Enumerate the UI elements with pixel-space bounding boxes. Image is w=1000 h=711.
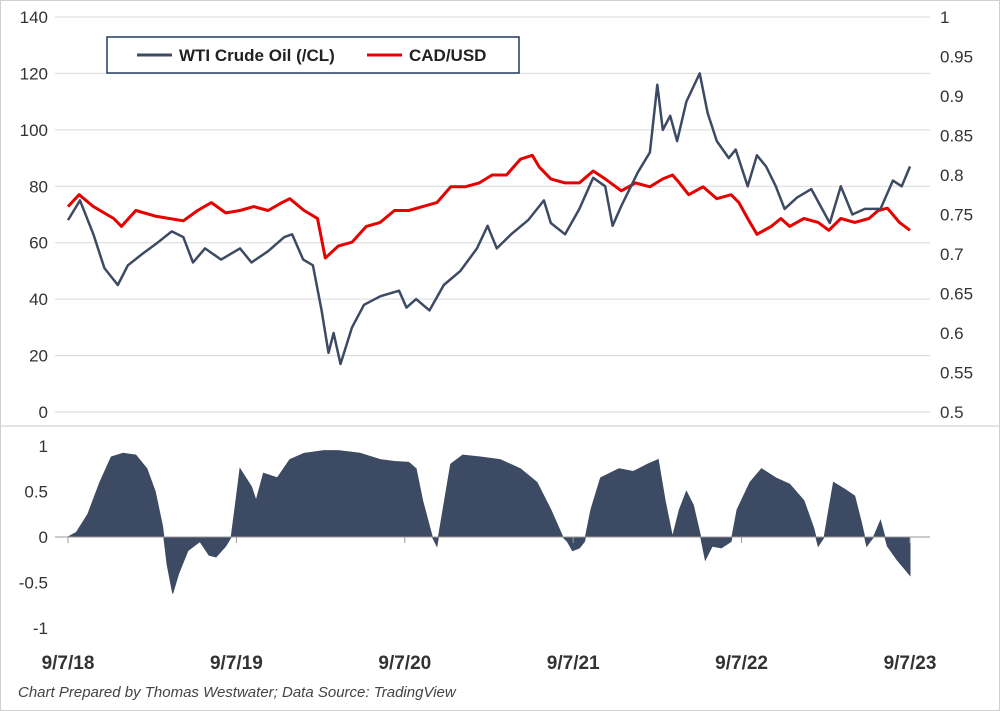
correlation-y-tick-label: 1 [39, 437, 48, 456]
correlation-y-tick-label: 0 [39, 528, 48, 547]
right-y-tick-label: 0.75 [940, 206, 973, 225]
x-tick-label: 9/7/21 [547, 653, 600, 674]
x-tick-label: 9/7/22 [715, 653, 768, 674]
right-y-tick-label: 0.65 [940, 285, 973, 304]
legend-wti-label: WTI Crude Oil (/CL) [179, 46, 335, 65]
wti-crude-line [66, 72, 912, 366]
right-y-tick-label: 0.55 [940, 364, 973, 383]
left-y-tick-label: 140 [20, 8, 48, 27]
correlation-plot [55, 450, 930, 594]
left-y-tick-label: 0 [39, 403, 48, 422]
x-tick-label: 9/7/20 [378, 653, 431, 674]
right-y-tick-label: 0.95 [940, 48, 973, 67]
left-y-tick-label: 100 [20, 121, 48, 140]
x-tick-label: 9/7/19 [210, 653, 263, 674]
correlation-y-tick-labels: -1 -0.5 0 0.5 1 [19, 437, 48, 638]
left-y-tick-label: 120 [20, 64, 48, 83]
chart-caption: Chart Prepared by Thomas Westwater; Data… [18, 684, 457, 701]
left-y-tick-label: 60 [29, 234, 48, 253]
legend-box [106, 36, 520, 74]
left-y-tick-label: 40 [29, 290, 48, 309]
legend: WTI Crude Oil (/CL) CAD/USD [106, 36, 520, 74]
right-y-tick-label: 0.85 [940, 127, 973, 146]
correlation-y-tick-label: -0.5 [19, 574, 48, 593]
right-y-tick-label: 0.6 [940, 324, 964, 343]
top-gridlines [55, 16, 930, 413]
x-tick-labels: 9/7/18 9/7/19 9/7/20 9/7/21 9/7/22 9/7/23 [42, 537, 937, 674]
right-y-tick-label: 0.9 [940, 87, 964, 106]
x-tick-label: 9/7/18 [42, 653, 95, 674]
legend-cad-label: CAD/USD [409, 46, 486, 65]
right-y-tick-label: 0.8 [940, 166, 964, 185]
left-y-tick-labels: 0 20 40 60 80 100 120 140 [20, 8, 48, 422]
top-plot-series [66, 72, 912, 366]
right-y-tick-label: 0.5 [940, 403, 964, 422]
x-tick-label: 9/7/23 [884, 653, 937, 674]
cad-usd-line [66, 153, 911, 260]
left-y-tick-label: 80 [29, 177, 48, 196]
left-y-tick-label: 20 [29, 347, 48, 366]
right-y-tick-labels: 0.5 0.55 0.6 0.65 0.7 0.75 0.8 0.85 0.9 0.95 1 [940, 8, 973, 422]
right-y-tick-label: 0.7 [940, 245, 964, 264]
correlation-y-tick-label: -1 [33, 619, 48, 638]
correlation-y-tick-label: 0.5 [24, 483, 48, 502]
right-y-tick-label: 1 [940, 8, 949, 27]
